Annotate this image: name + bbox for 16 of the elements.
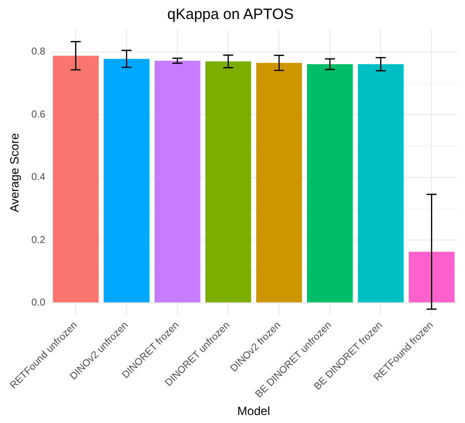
bar [104, 58, 150, 302]
bar [358, 64, 404, 302]
x-axis-title: Model [237, 404, 270, 418]
bar [154, 60, 200, 302]
y-tick-label: 0.6 [31, 109, 46, 120]
y-axis-title: Average Score [8, 132, 22, 212]
y-tick-label: 0.2 [31, 234, 46, 246]
chart-title: qKappa on APTOS [167, 6, 294, 24]
bar [205, 61, 252, 302]
bar [307, 64, 353, 302]
bar [52, 56, 99, 302]
y-tick-label: 0.8 [31, 46, 46, 58]
y-tick-label: 0.0 [31, 298, 46, 309]
bar [256, 62, 302, 302]
bar [408, 252, 454, 302]
y-tick-label: 0.4 [31, 172, 46, 184]
